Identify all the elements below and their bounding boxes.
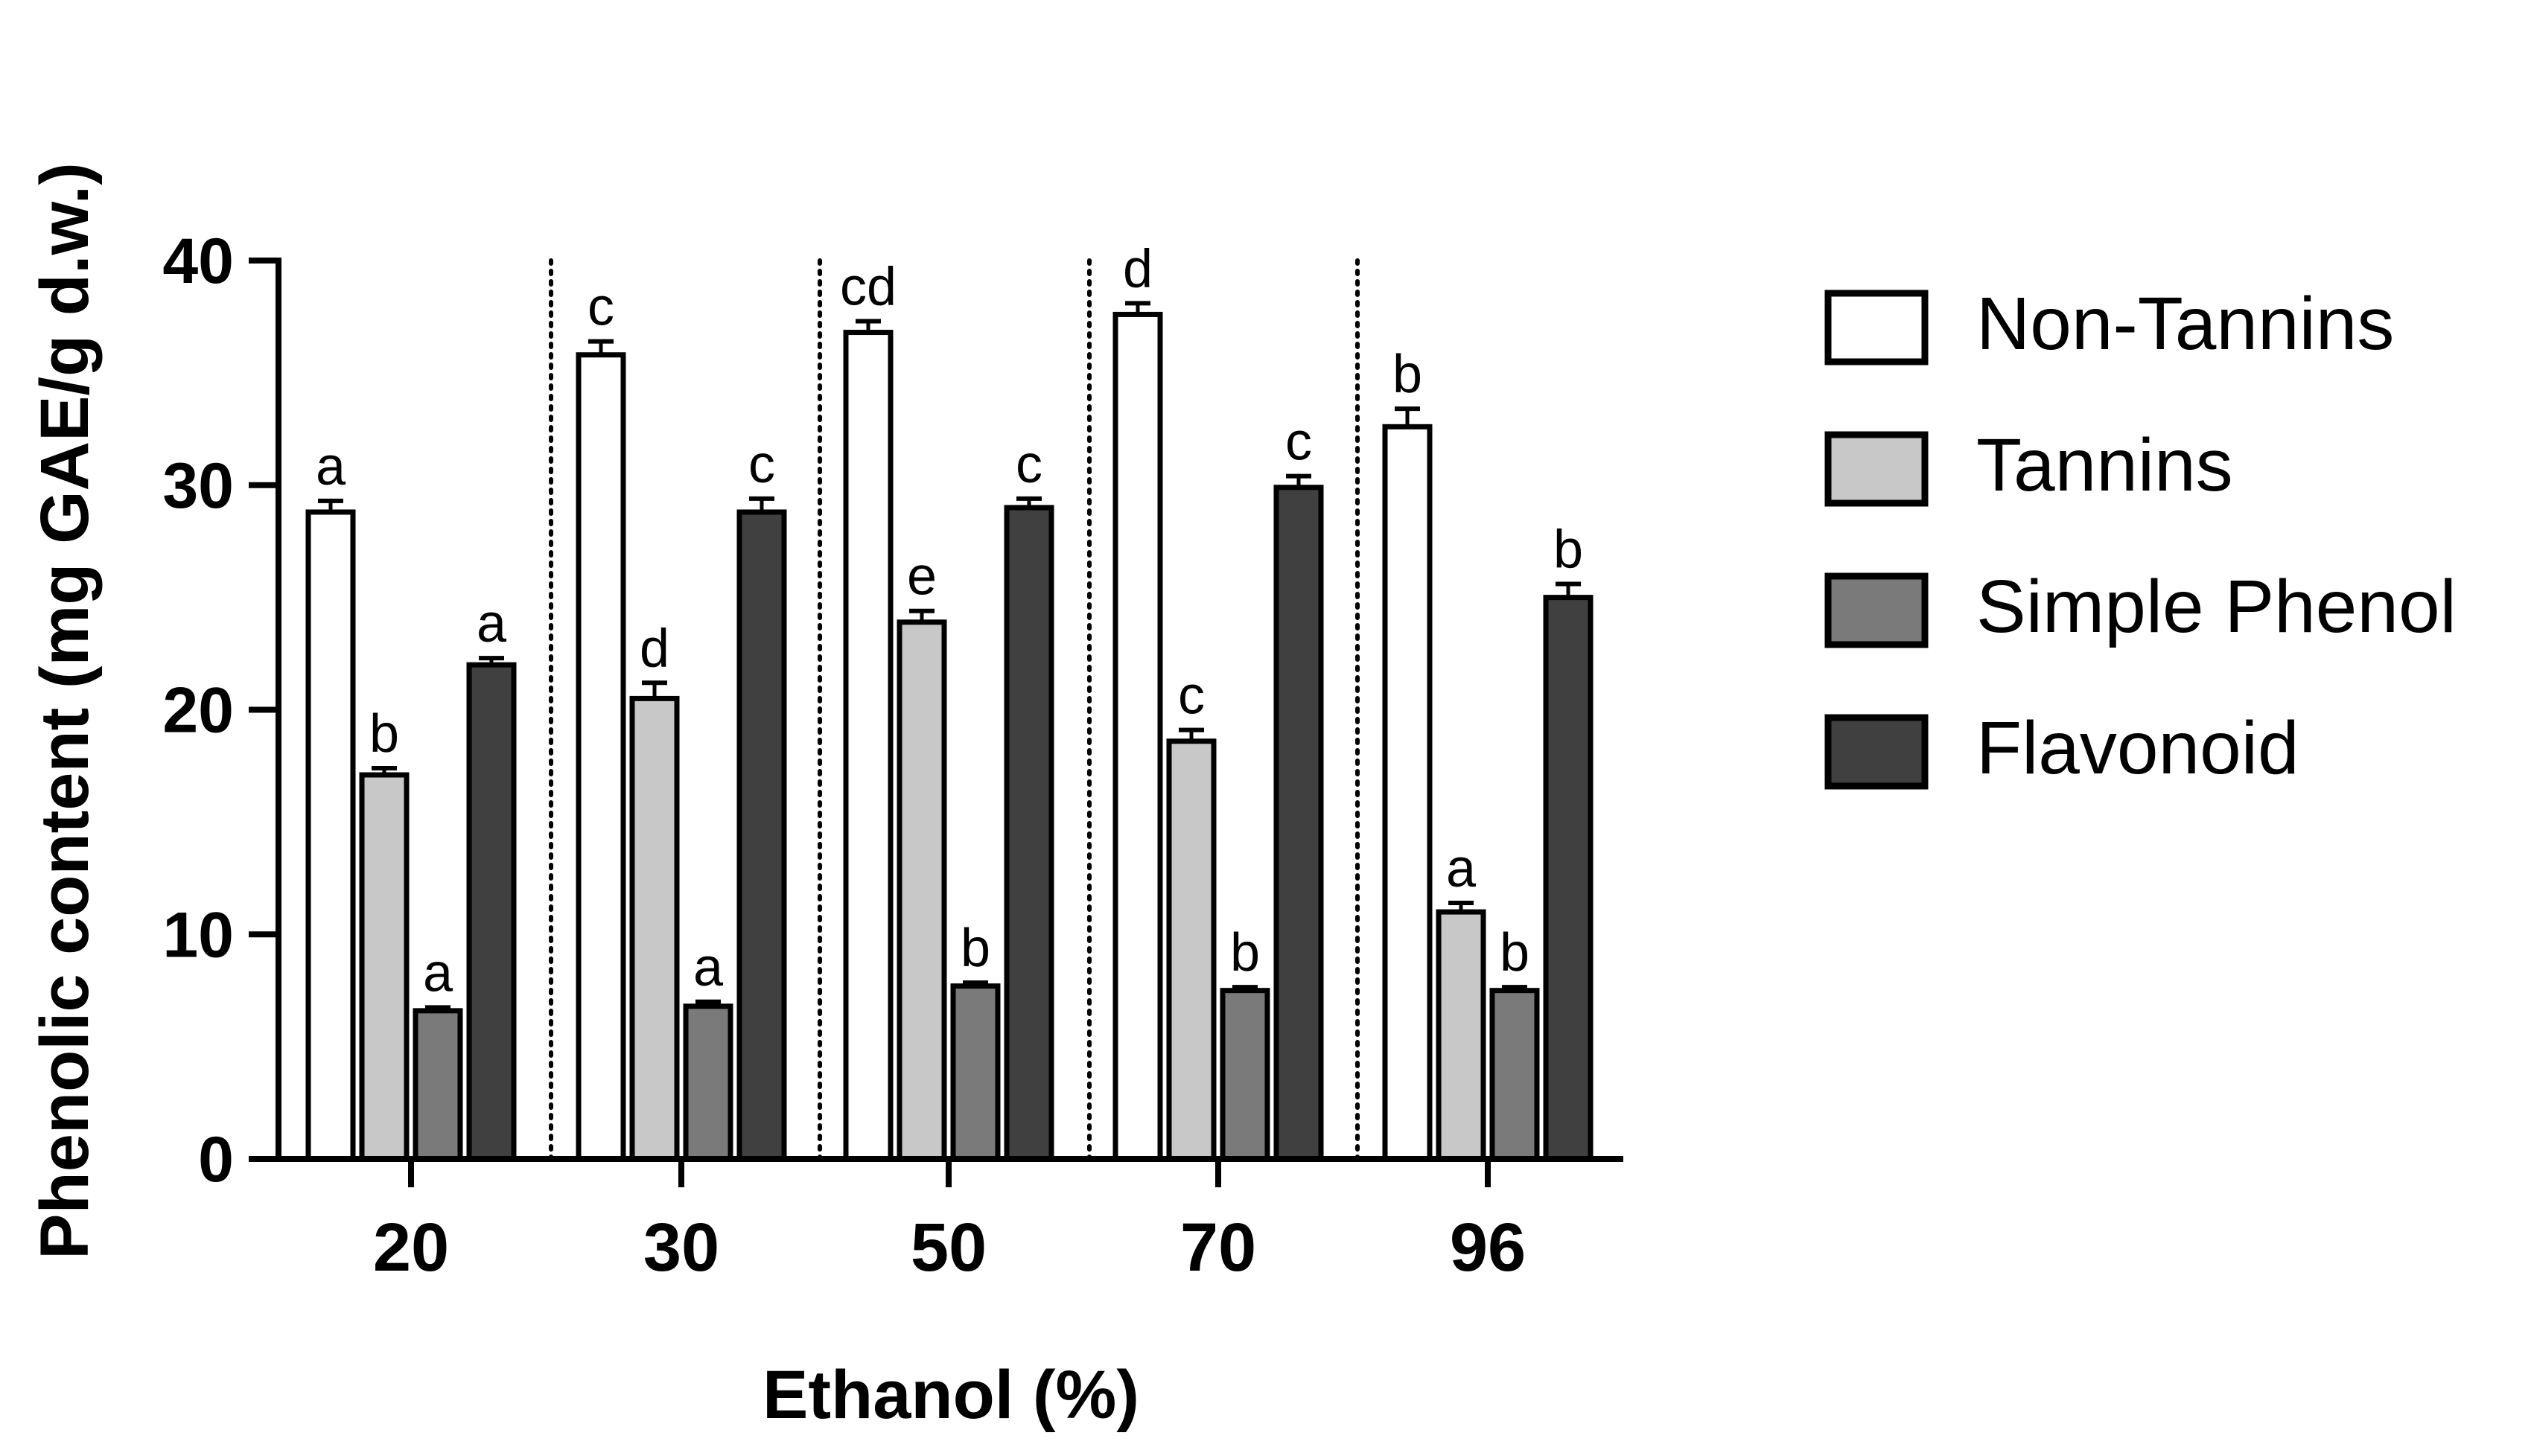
bar-non-tannins — [576, 352, 626, 1162]
y-tick-label: 30 — [162, 450, 234, 522]
legend-label: Tannins — [1976, 424, 2233, 507]
legend-swatch-flavonoid — [1824, 714, 1929, 790]
significance-letter: b — [1392, 345, 1422, 404]
bar-simple-phenol — [950, 983, 1001, 1162]
bar-non-tannins — [305, 509, 356, 1162]
bar-simple-phenol — [1220, 988, 1270, 1162]
x-axis-title: Ethanol (%) — [763, 1357, 1139, 1433]
bar-flavonoid — [1543, 595, 1594, 1162]
significance-letter: cd — [840, 257, 897, 316]
bar-tannins — [1166, 738, 1217, 1162]
x-tick-label: 20 — [373, 1210, 449, 1286]
y-tick-label: 40 — [162, 226, 234, 297]
y-tick-label: 20 — [162, 675, 234, 747]
significance-letter: d — [640, 619, 669, 678]
bar-non-tannins — [1112, 311, 1163, 1162]
x-tick-label: 50 — [911, 1210, 987, 1286]
significance-letter: c — [588, 278, 614, 337]
x-tick-label: 96 — [1450, 1210, 1526, 1286]
legend-label: Flavonoid — [1976, 706, 2299, 790]
significance-letter: e — [907, 547, 937, 607]
significance-letter: a — [1446, 839, 1477, 898]
significance-letter: b — [1230, 923, 1260, 983]
legend-swatch-simple-phenol — [1824, 572, 1929, 648]
significance-letter: d — [1123, 239, 1153, 298]
legend-swatch-tannins — [1824, 431, 1929, 507]
bar-tannins — [1436, 909, 1486, 1162]
bar-non-tannins — [843, 330, 894, 1162]
significance-letter: b — [961, 919, 990, 978]
legend-swatch-non-tannins — [1824, 290, 1929, 365]
y-tick-label: 0 — [198, 1124, 234, 1195]
significance-letter: a — [316, 437, 346, 496]
significance-letter: c — [1285, 412, 1312, 472]
significance-letter: a — [477, 594, 507, 654]
significance-letter: b — [1500, 923, 1529, 983]
bar-simple-phenol — [683, 1003, 733, 1162]
x-tick-label: 30 — [643, 1210, 719, 1286]
bar-flavonoid — [466, 662, 517, 1162]
bar-flavonoid — [1273, 485, 1324, 1162]
y-tick-label: 10 — [162, 899, 234, 971]
bar-tannins — [629, 695, 680, 1162]
significance-letter: a — [693, 938, 724, 997]
bar-simple-phenol — [1489, 988, 1540, 1162]
significance-letter: c — [1178, 666, 1205, 726]
significance-letter: a — [423, 943, 453, 1003]
significance-letter: c — [748, 435, 775, 494]
significance-letter: c — [1016, 435, 1042, 494]
x-tick-label: 70 — [1180, 1210, 1256, 1286]
legend-label: Simple Phenol — [1976, 565, 2457, 648]
bar-tannins — [359, 772, 410, 1162]
bar-flavonoid — [736, 509, 787, 1162]
legend: Non-Tannins Tannins Simple Phenol Flavonoid — [1824, 282, 2457, 790]
bar-simple-phenol — [413, 1008, 463, 1162]
significance-letter: b — [1553, 520, 1583, 580]
bar-non-tannins — [1382, 424, 1433, 1162]
legend-label: Non-Tannins — [1976, 282, 2394, 365]
bar-flavonoid — [1004, 505, 1054, 1162]
significance-letter: b — [369, 704, 399, 764]
y-axis-title: Phenolic content (mg GAE/g d.w.) — [27, 162, 103, 1259]
bar-tannins — [897, 619, 947, 1162]
